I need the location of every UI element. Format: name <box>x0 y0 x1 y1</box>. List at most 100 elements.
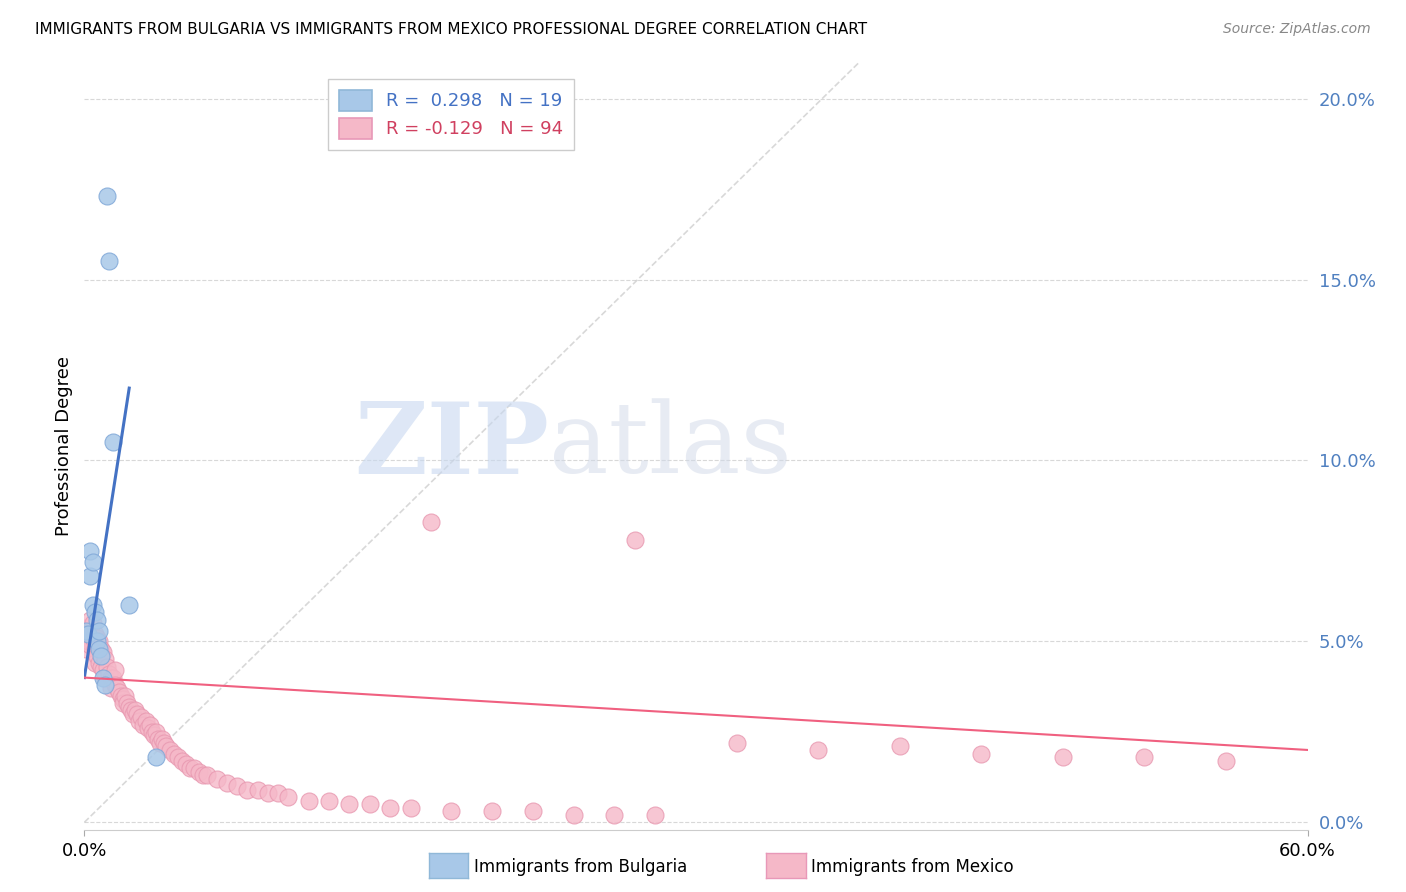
Point <box>217 775 239 789</box>
Point <box>807 743 830 757</box>
Point <box>481 805 503 819</box>
Point <box>77 634 100 648</box>
Point <box>120 703 142 717</box>
Text: atlas: atlas <box>550 398 792 494</box>
Point <box>440 805 463 819</box>
Point <box>82 555 104 569</box>
Point <box>179 761 201 775</box>
Point <box>93 678 115 692</box>
Point <box>644 808 666 822</box>
Point <box>159 743 181 757</box>
Point <box>101 671 124 685</box>
Point <box>104 664 127 678</box>
Point <box>86 631 108 645</box>
Point <box>603 808 626 822</box>
Point <box>83 606 105 620</box>
Point <box>90 659 112 673</box>
Point <box>127 706 149 721</box>
Point <box>399 801 422 815</box>
Point <box>97 667 120 681</box>
Point <box>87 634 110 648</box>
Point <box>725 736 748 750</box>
Point <box>970 747 993 761</box>
Point <box>112 696 135 710</box>
Text: Immigrants from Bulgaria: Immigrants from Bulgaria <box>474 858 688 876</box>
Point <box>145 724 167 739</box>
Point <box>82 631 104 645</box>
Point <box>205 772 228 786</box>
Point <box>172 754 194 768</box>
Point <box>1052 750 1074 764</box>
Point <box>298 794 321 808</box>
Point <box>118 699 141 714</box>
Point <box>110 689 132 703</box>
Point <box>163 747 186 761</box>
Point <box>128 714 150 728</box>
Point <box>87 624 110 638</box>
Point <box>93 671 115 685</box>
Point <box>90 648 112 663</box>
Point <box>167 750 190 764</box>
Point <box>124 703 146 717</box>
Point <box>86 648 108 663</box>
Point <box>889 739 911 754</box>
Point <box>150 732 173 747</box>
Point <box>380 801 402 815</box>
Point <box>191 768 214 782</box>
Y-axis label: Professional Degree: Professional Degree <box>55 356 73 536</box>
Point <box>138 717 160 731</box>
Point <box>142 729 165 743</box>
Point <box>79 544 101 558</box>
Text: ZIP: ZIP <box>354 398 550 494</box>
Point <box>96 189 118 203</box>
Point <box>174 757 197 772</box>
Point <box>562 808 585 822</box>
Point <box>115 696 138 710</box>
Point <box>149 736 172 750</box>
Point <box>97 254 120 268</box>
Point <box>100 671 122 685</box>
Text: IMMIGRANTS FROM BULGARIA VS IMMIGRANTS FROM MEXICO PROFESSIONAL DEGREE CORRELATI: IMMIGRANTS FROM BULGARIA VS IMMIGRANTS F… <box>35 22 868 37</box>
Point <box>145 750 167 764</box>
Point <box>122 706 145 721</box>
Point <box>624 533 647 547</box>
Point <box>277 789 299 804</box>
Text: Immigrants from Mexico: Immigrants from Mexico <box>811 858 1014 876</box>
Point <box>87 656 110 670</box>
Point <box>100 681 122 696</box>
Point <box>187 764 209 779</box>
Point <box>82 616 104 631</box>
Point <box>339 797 361 812</box>
Point <box>91 645 114 659</box>
Point <box>118 598 141 612</box>
Point <box>359 797 381 812</box>
Point <box>79 613 101 627</box>
Point <box>77 627 100 641</box>
Point <box>75 627 97 641</box>
Point <box>93 652 115 666</box>
Point <box>1133 750 1156 764</box>
Point <box>105 681 128 696</box>
Point <box>104 678 127 692</box>
Point <box>195 768 218 782</box>
Point <box>146 732 169 747</box>
Point <box>1215 754 1237 768</box>
Legend: R =  0.298   N = 19, R = -0.129   N = 94: R = 0.298 N = 19, R = -0.129 N = 94 <box>329 79 574 150</box>
Point <box>420 515 443 529</box>
Point <box>132 717 155 731</box>
Point <box>91 671 114 685</box>
Point <box>75 624 97 638</box>
Point <box>77 620 100 634</box>
Point <box>79 624 101 638</box>
Point <box>112 692 135 706</box>
Point <box>183 761 205 775</box>
Point <box>522 805 544 819</box>
Point <box>86 613 108 627</box>
Point <box>236 782 259 797</box>
Point <box>82 598 104 612</box>
Point <box>141 724 163 739</box>
Point <box>257 786 280 800</box>
Point <box>226 779 249 793</box>
Text: Source: ZipAtlas.com: Source: ZipAtlas.com <box>1223 22 1371 37</box>
Point <box>79 638 101 652</box>
